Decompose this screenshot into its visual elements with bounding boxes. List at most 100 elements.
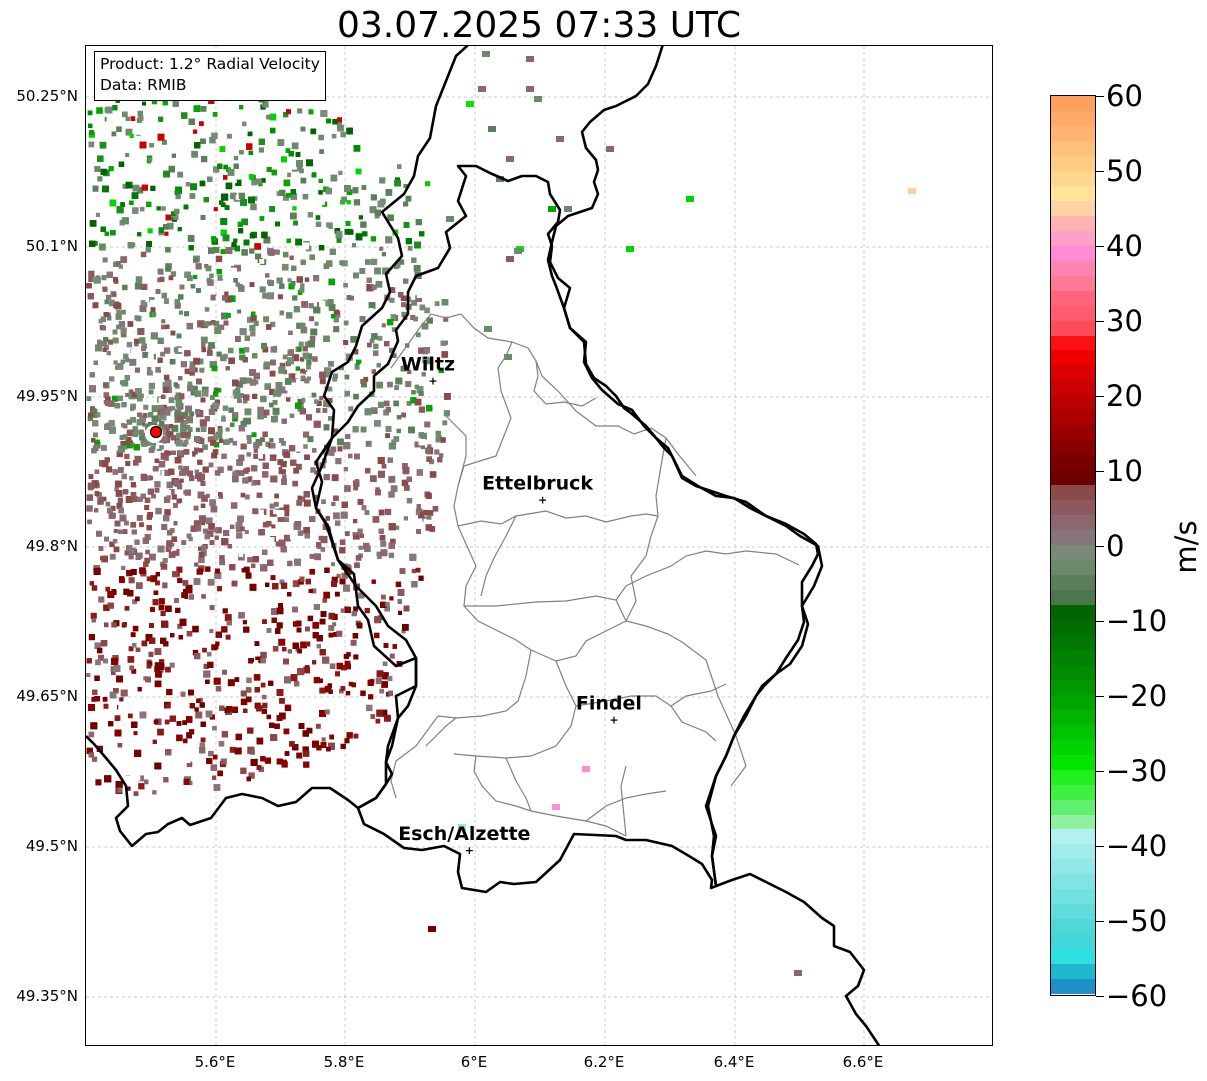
colorbar-segment (1051, 305, 1095, 321)
colorbar-segment (1051, 470, 1095, 486)
colorbar-segment (1051, 754, 1095, 770)
city-label: Ettelbruck (482, 472, 593, 494)
colorbar-segment (1051, 350, 1095, 366)
colorbar-segment (1051, 320, 1095, 336)
colorbar-tick (1096, 696, 1104, 697)
colorbar-tick (1096, 321, 1104, 322)
colorbar-tick-label: −60 (1106, 979, 1168, 1013)
colorbar-tick (1096, 396, 1104, 397)
colorbar-segment (1051, 455, 1095, 471)
city-wiltz: +Wiltz (401, 353, 455, 387)
colorbar-tick (1096, 471, 1104, 472)
colorbar-segment (1051, 859, 1095, 875)
colorbar-segment (1051, 425, 1095, 441)
colorbar-segment (1051, 739, 1095, 755)
colorbar-segment (1051, 125, 1095, 141)
colorbar-tick (1096, 846, 1104, 847)
colorbar-segment (1051, 260, 1095, 276)
colorbar-tick-label: −40 (1106, 829, 1168, 863)
city-label: Esch/Alzette (398, 823, 530, 845)
colorbar-tick-label: −10 (1106, 604, 1168, 638)
colorbar-segment (1051, 919, 1095, 935)
colorbar-tick (1096, 96, 1104, 97)
colorbar-segment (1051, 500, 1095, 516)
graticule (86, 46, 992, 1045)
colorbar-segment (1051, 799, 1095, 815)
lat-label-49-8: 49.8°N (25, 537, 78, 555)
colorbar-tick (1096, 171, 1104, 172)
colorbar-segment (1051, 155, 1095, 171)
colorbar-segment (1051, 874, 1095, 890)
colorbar-segment (1051, 829, 1095, 845)
colorbar-segment (1051, 395, 1095, 411)
colorbar-segment (1051, 545, 1095, 561)
colorbar-tick (1096, 546, 1104, 547)
canton-boundaries (390, 313, 800, 837)
city-ettelbruck: +Ettelbruck (482, 472, 593, 506)
colorbar-segment (1051, 200, 1095, 216)
colorbar-tick-label: 30 (1106, 304, 1143, 338)
city-findel: +Findel (576, 693, 642, 727)
city-marker-icon: + (465, 844, 474, 857)
data-source-label: Data: RMIB (100, 76, 187, 94)
colorbar-tick (1096, 921, 1104, 922)
lon-label-6-4: 6.4°E (713, 1053, 755, 1071)
colorbar-segment (1051, 485, 1095, 501)
map-title: 03.07.2025 07:33 UTC (336, 5, 742, 46)
colorbar-tick (1096, 996, 1104, 997)
colorbar-tick-label: 50 (1106, 154, 1143, 188)
colorbar-segment (1051, 934, 1095, 950)
colorbar-segment (1051, 904, 1095, 920)
colorbar-segment (1051, 170, 1095, 186)
colorbar-tick-label: −30 (1106, 754, 1168, 788)
country-border-east (546, 46, 881, 1045)
colorbar-segment (1051, 96, 1095, 111)
colorbar-segment (1051, 964, 1095, 980)
city-marker-icon: + (609, 714, 618, 727)
lat-label-50-25: 50.25°N (16, 87, 78, 105)
colorbar-segment (1051, 649, 1095, 665)
colorbar-tick-label: 60 (1106, 79, 1143, 113)
velocity-colorbar (1050, 95, 1096, 996)
colorbar-tick-label: 0 (1106, 529, 1125, 563)
colorbar-segment (1051, 769, 1095, 785)
colorbar-segment (1051, 814, 1095, 830)
lat-label-50-1: 50.1°N (25, 237, 78, 255)
lon-label-5-6: 5.6°E (194, 1053, 236, 1071)
radar-site-marker[interactable] (145, 425, 163, 443)
colorbar-tick (1096, 246, 1104, 247)
colorbar-segment (1051, 290, 1095, 306)
colorbar-segment (1051, 619, 1095, 635)
colorbar-segment (1051, 110, 1095, 126)
colorbar-segment (1051, 664, 1095, 680)
city-esch-alzette: +Esch/Alzette (398, 823, 530, 857)
colorbar-segment (1051, 634, 1095, 650)
colorbar-segment (1051, 889, 1095, 905)
colorbar-segment (1051, 784, 1095, 800)
colorbar-tick-label: −20 (1106, 679, 1168, 713)
city-markers: +Wiltz+Ettelbruck+Findel+Esch/Alzette (398, 353, 642, 856)
colorbar-segment (1051, 380, 1095, 396)
city-marker-icon: + (538, 493, 547, 506)
colorbar-segment (1051, 724, 1095, 740)
radar-map[interactable]: +Wiltz+Ettelbruck+Findel+Esch/Alzette (86, 46, 993, 1046)
colorbar-segment (1051, 709, 1095, 725)
lat-label-49-5: 49.5°N (25, 837, 78, 855)
product-info-box: Product: 1.2° Radial Velocity Data: RMIB (94, 51, 326, 101)
lat-label-49-35: 49.35°N (16, 987, 78, 1005)
colorbar-segment (1051, 410, 1095, 426)
lat-label-49-65: 49.65°N (16, 687, 78, 705)
colorbar-unit-label: m/s (1169, 520, 1203, 574)
colorbar-segment (1051, 694, 1095, 710)
map-panel[interactable]: + Wiltz + Ettelbruck + Findel + Esch/Alzette (85, 45, 993, 1046)
colorbar-segment (1051, 979, 1095, 995)
colorbar-segment (1051, 440, 1095, 456)
colorbar-segment (1051, 245, 1095, 261)
product-label: Product: 1.2° Radial Velocity (100, 55, 320, 73)
lon-label-6-6: 6.6°E (842, 1053, 884, 1071)
lat-label-49-95: 49.95°N (16, 387, 78, 405)
colorbar-tick (1096, 621, 1104, 622)
colorbar-segment (1051, 335, 1095, 351)
colorbar-segment (1051, 140, 1095, 156)
colorbar-segment (1051, 530, 1095, 546)
